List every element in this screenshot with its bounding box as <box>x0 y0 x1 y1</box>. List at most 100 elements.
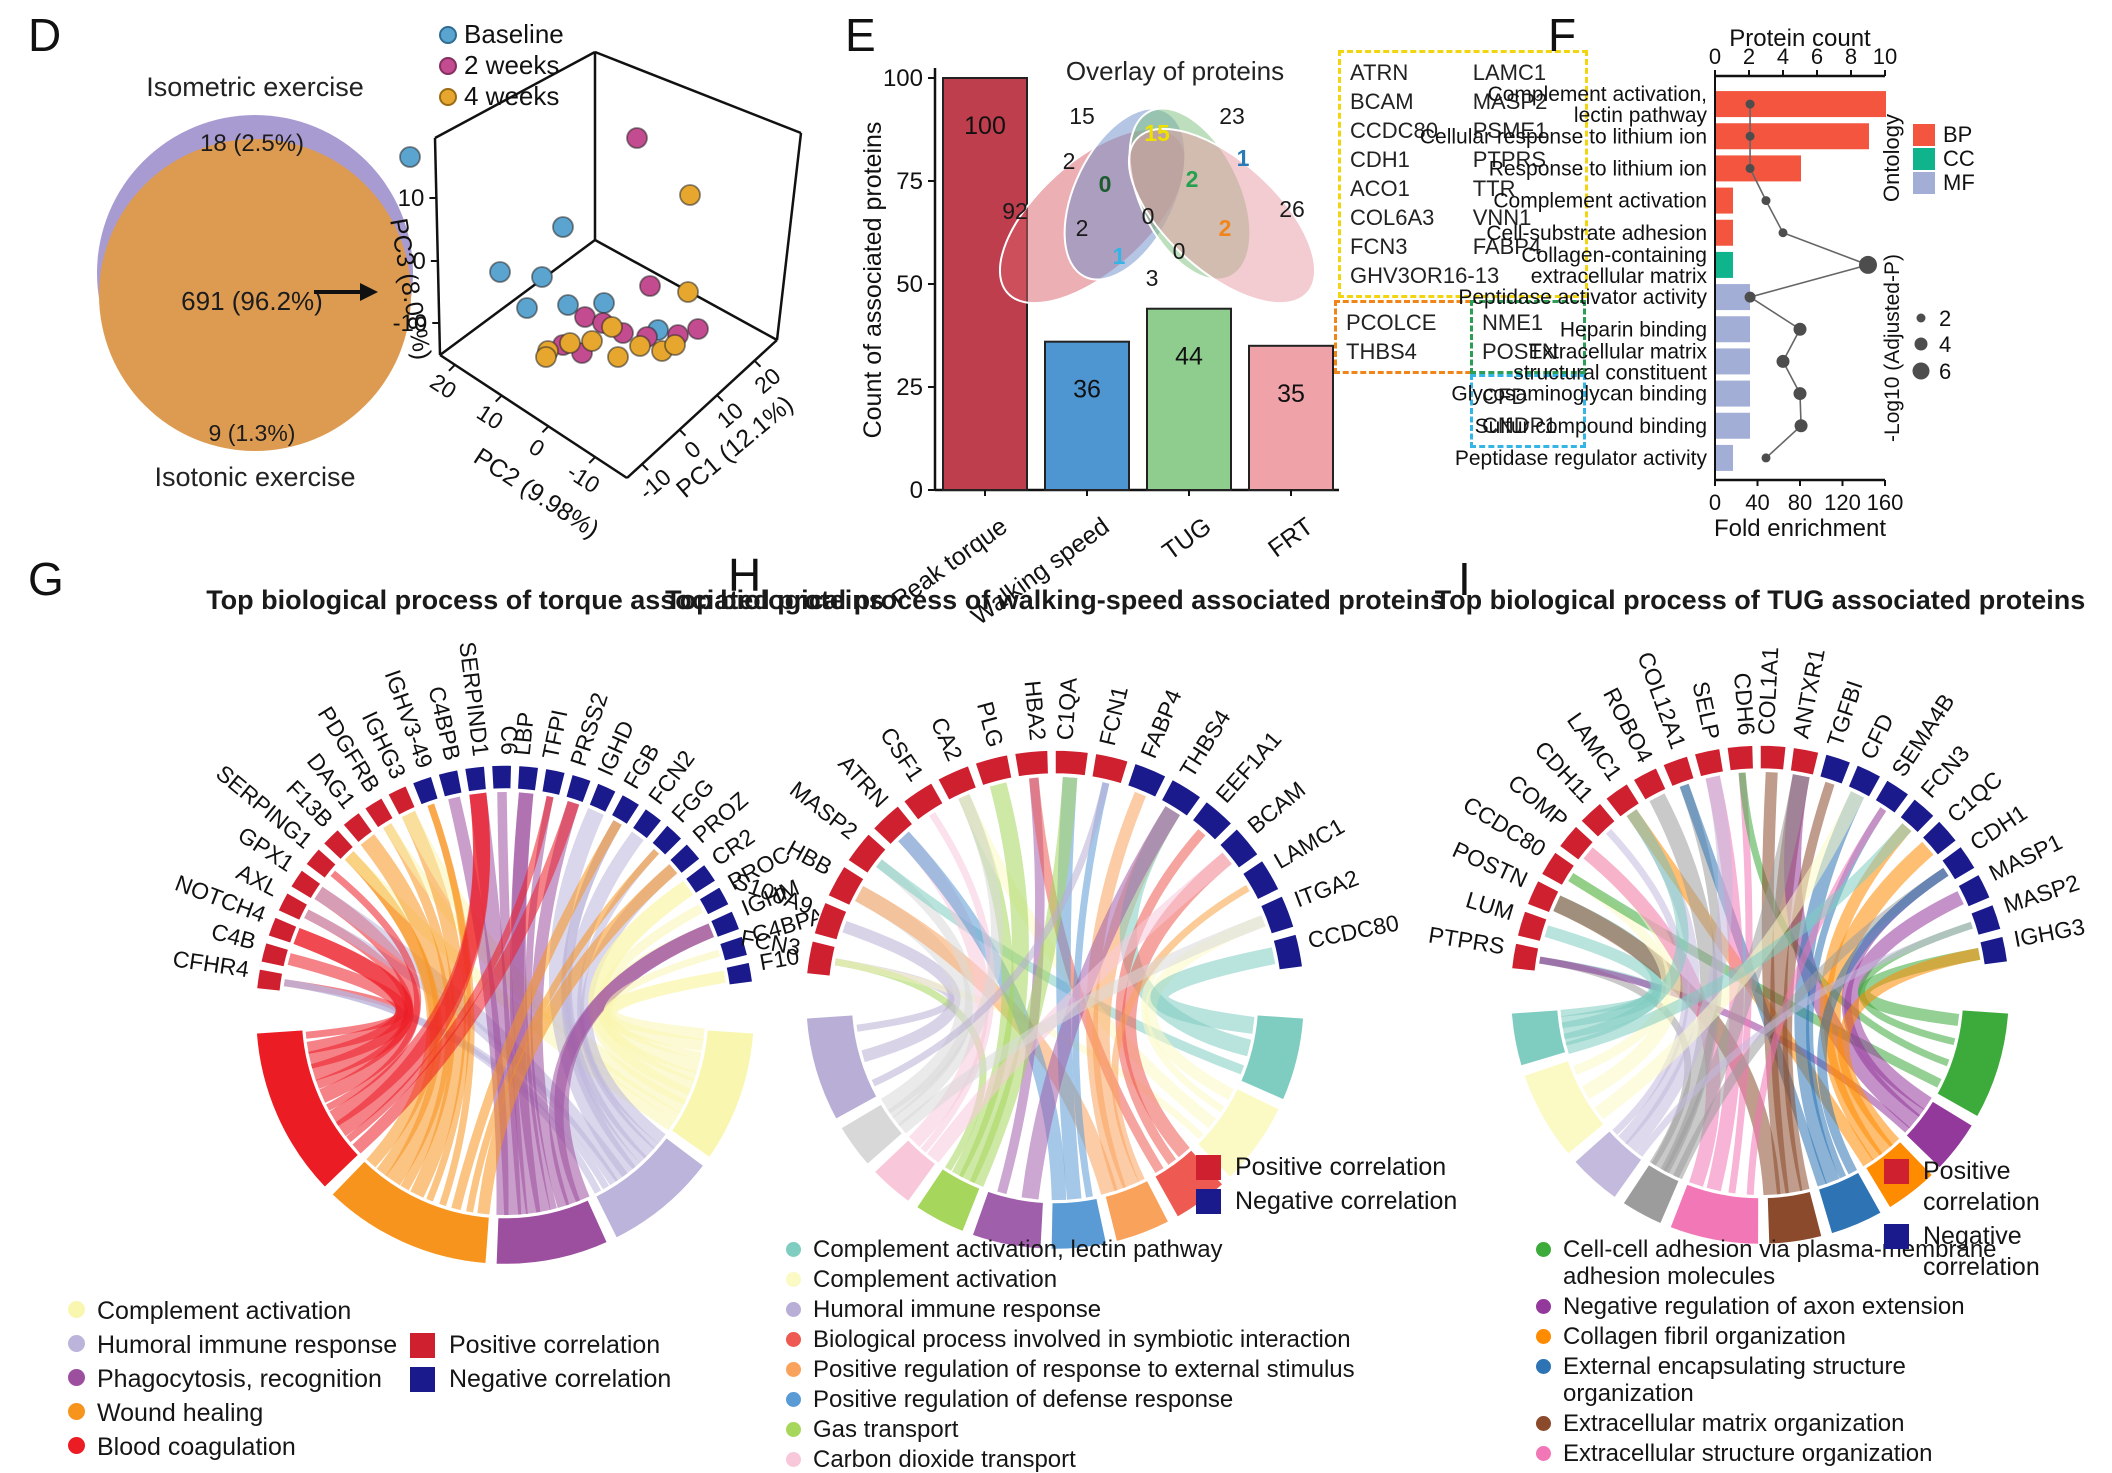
protein-sector-CFHR4 <box>255 967 284 993</box>
protein-sector-CDH11 <box>1579 801 1617 839</box>
process-arc <box>668 1027 756 1161</box>
scatter-point-Baseline <box>593 292 615 314</box>
legend-label: Gas transport <box>813 1416 959 1443</box>
process-arc <box>1509 1007 1569 1069</box>
protein-sector-IGHM <box>709 909 741 939</box>
chord-ribbon <box>335 792 491 1137</box>
pca-box-edge <box>434 50 596 140</box>
legend-label: Humoral immune response <box>813 1296 1102 1323</box>
legend-dot <box>68 1437 85 1454</box>
tug-chord-title: Top biological process of TUG associated… <box>1434 585 2086 615</box>
protein-sector-TFPI <box>540 767 567 797</box>
protein-label: CDH6 <box>1729 672 1760 737</box>
torque-process-legend: Complement activation Humoral immune resp… <box>68 1296 397 1466</box>
legend-label: Positive regulation of response to exter… <box>813 1356 1355 1383</box>
venn-region-count: 0 <box>1142 203 1155 229</box>
protein-sector-PTPRS <box>1510 941 1540 973</box>
pca-box-edge <box>433 137 442 356</box>
legend-label: Humoral immune response <box>97 1331 398 1359</box>
pca-box-edge <box>594 50 802 135</box>
protein-sector-IGHG3 <box>1978 935 2009 966</box>
correlation-legend-item: Positive correlation <box>1196 1152 1457 1183</box>
protein-sector-IGHG3 <box>386 784 417 817</box>
venn-region-count: 2 <box>1219 215 1232 241</box>
protein-sector-ANTXR1 <box>1789 746 1821 777</box>
ontology-label: MF <box>1943 170 1975 195</box>
y-tick-label: 75 <box>896 168 923 195</box>
protein-label: ANTXR1 <box>1787 646 1829 740</box>
protein-name: COL6A3 <box>1350 205 1435 230</box>
enrichment-bar <box>1716 348 1750 375</box>
legend-label: External encapsulating structure organiz… <box>1563 1353 1906 1407</box>
y-tick-label: 100 <box>883 65 923 92</box>
venn-region-count: 15 <box>1069 103 1095 129</box>
fold-dot <box>1745 163 1755 173</box>
protein-sector-EEF1A1 <box>1191 800 1234 842</box>
x-tick-label: TUG <box>1157 512 1216 566</box>
protein-sector-COL1A1 <box>1759 744 1788 772</box>
chord-ribbon <box>603 970 726 1041</box>
protein-label: LBP <box>509 711 539 757</box>
protein-label: HBA2 <box>1020 679 1052 741</box>
protein-sector-FCN2 <box>631 807 664 841</box>
chord-ribbon <box>1605 829 1690 1136</box>
protein-sector-PROC <box>697 885 731 917</box>
pca-box-edge <box>439 238 596 357</box>
enrichment-bar <box>1716 155 1801 182</box>
protein-sector-C4BPA <box>718 934 749 963</box>
protein-sector-C4B <box>259 941 290 969</box>
correlation-swatch <box>1196 1155 1221 1180</box>
protein-label: COL1A1 <box>1753 646 1784 735</box>
protein-sector-MASP2 <box>846 832 888 875</box>
protein-sector-CA2 <box>936 764 978 802</box>
scatter-point-2 weeks <box>574 306 596 328</box>
protein-sector-F10 <box>724 961 754 987</box>
pc1-tick <box>716 394 724 402</box>
protein-name: BCAM <box>1350 89 1414 114</box>
correlation-label: Negative correlation <box>1235 1187 1458 1215</box>
process-arc <box>1667 1181 1761 1247</box>
protein-label: FABP4 <box>1135 685 1187 761</box>
chord-ribbon <box>1563 809 1689 1046</box>
protein-sector-C1QA <box>1054 749 1090 777</box>
legend-dot <box>1536 1329 1551 1344</box>
legend-item: Calcium-dependent cell-cell adhesion via… <box>1536 1470 2003 1473</box>
protein-sector-SERPIND1 <box>463 765 488 793</box>
legend-label: Complement activation <box>813 1266 1058 1293</box>
process-arc <box>1815 1169 1884 1237</box>
bar-TUG <box>1146 307 1232 491</box>
process-arc <box>329 1158 492 1266</box>
bottom-tick-label: 0 <box>1709 490 1721 515</box>
protein-sector-FCN1 <box>1090 752 1130 785</box>
bottom-tick-label: 80 <box>1788 490 1812 515</box>
venn-region-count: 1 <box>1237 145 1250 171</box>
panel-label-f: F <box>1548 9 1577 61</box>
venn-region-count: 23 <box>1219 103 1245 129</box>
tug-correlation-legend: Positive correlation Negative correlation <box>1884 1156 2112 1286</box>
bottom-tick-label: 120 <box>1824 490 1861 515</box>
pca-box-edge <box>626 339 778 479</box>
walking-chord-title: Top biological process of walking-speed … <box>665 585 1445 615</box>
protein-name: FABP4 <box>1472 234 1542 259</box>
protein-name: THBS4 <box>1346 339 1417 364</box>
bottom-axis-title: Fold enrichment <box>1714 515 1886 542</box>
fold-dot <box>1745 99 1755 109</box>
chord-ribbon <box>1150 947 1276 1034</box>
chord-ribbon <box>346 795 554 1143</box>
legend-item: Blood coagulation <box>68 1432 397 1463</box>
legend-dot <box>786 1242 801 1257</box>
panel-label-e: E <box>845 9 876 61</box>
protein-columns: ATRN LAMC1 BCAM MASP2 CCDC80 PSME1 CDH1 PTPRS AC… <box>1350 58 1576 261</box>
size-dot <box>1912 362 1930 380</box>
protein-sector-IGHV3-49 <box>411 775 440 807</box>
row-label: Extracellular matrix <box>1528 340 1707 363</box>
chord-ribbon <box>898 915 1266 1134</box>
protein-sector-POSTN <box>1526 879 1561 914</box>
pc1-tick-label: -10 <box>634 463 676 504</box>
venn-protein-list-orange: PCOLCE THBS4 <box>1334 300 1480 374</box>
scatter-point-Baseline <box>557 294 579 316</box>
protein-name: MASP2 <box>1472 89 1548 114</box>
venn-region-count: 0 <box>1173 238 1186 264</box>
fold-dot <box>1859 255 1877 274</box>
legend-item: Complement activation <box>786 1266 1355 1293</box>
